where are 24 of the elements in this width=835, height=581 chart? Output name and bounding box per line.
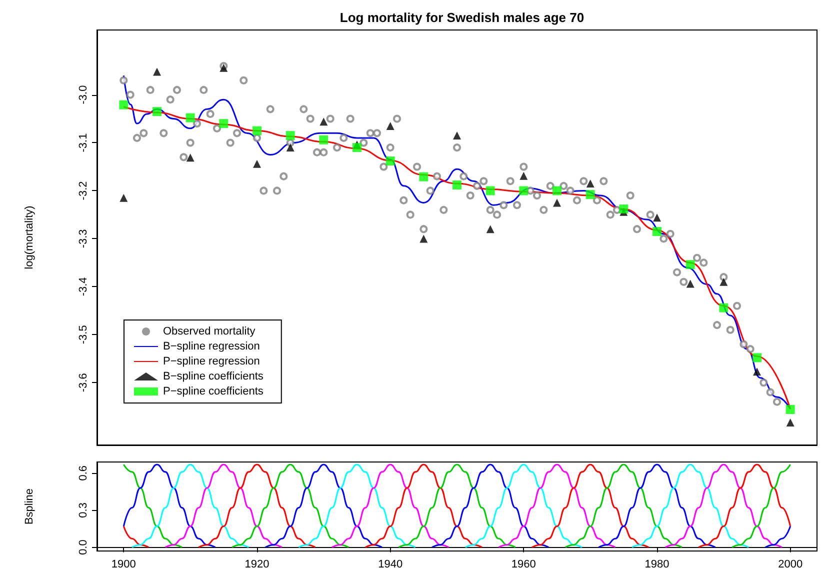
y-tick-label: -3.5: [78, 325, 90, 344]
y-tick-label: -3.1: [78, 133, 90, 152]
y-tick-label: 0.0: [78, 540, 90, 555]
y-tick-label: 0.3: [78, 502, 90, 518]
y-tick-label: -3.6: [78, 373, 90, 392]
legend-label: Observed mortality: [163, 326, 256, 338]
chart-title: Log mortality for Swedish males age 70: [340, 10, 584, 25]
x-tick-label: 1920: [244, 558, 270, 570]
x-tick-label: 1900: [111, 558, 136, 570]
legend-label: B−spline regression: [163, 340, 260, 352]
y-axis-title: Bspline: [24, 488, 36, 525]
x-tick-label: 2000: [778, 558, 803, 570]
legend-label: B−spline coefficients: [163, 370, 264, 382]
x-tick-label: 1980: [644, 558, 670, 570]
legend-label: P−spline regression: [163, 356, 260, 368]
y-tick-label: -3.4: [78, 277, 90, 296]
y-axis-title: log(mortality): [24, 206, 36, 270]
y-tick-label: -3.2: [78, 181, 90, 200]
x-tick-label: 1960: [511, 558, 536, 570]
y-tick-label: -3.0: [78, 85, 90, 104]
y-tick-label: 0.6: [78, 465, 90, 481]
x-tick-label: 1940: [378, 558, 403, 570]
legend-label: P−spline coefficients: [163, 386, 264, 398]
y-tick-label: -3.3: [78, 229, 90, 248]
